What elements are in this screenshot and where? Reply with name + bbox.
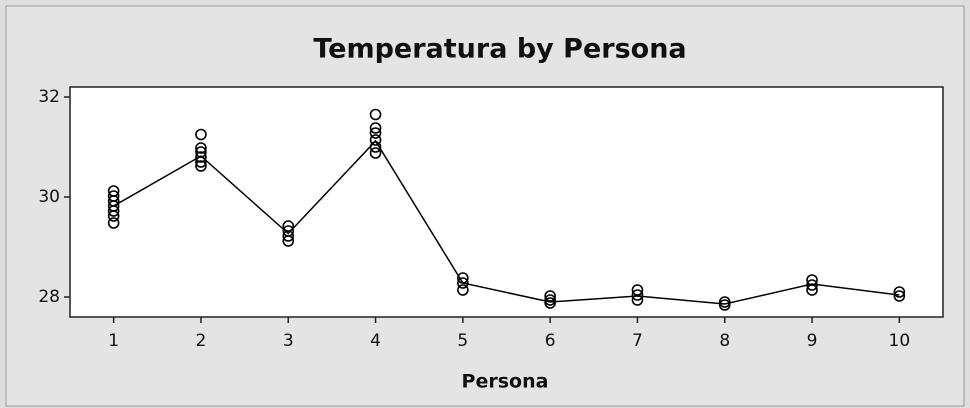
x-tick-label: 9 xyxy=(807,331,818,351)
x-tick-label: 8 xyxy=(719,331,730,351)
data-point xyxy=(806,284,818,296)
data-point xyxy=(195,142,207,154)
data-point xyxy=(718,296,731,308)
data-point xyxy=(369,141,382,153)
chart-title: Temperatura by Persona xyxy=(313,34,686,65)
x-tick-label: 7 xyxy=(632,331,643,351)
data-point xyxy=(107,217,120,229)
x-tick-label: 5 xyxy=(457,331,468,351)
data-point xyxy=(806,279,818,291)
y-tick-label: 32 xyxy=(38,87,60,107)
data-point xyxy=(195,160,207,172)
data-point xyxy=(369,127,382,139)
data-point xyxy=(457,272,469,284)
data-point xyxy=(544,294,556,306)
data-point xyxy=(544,297,556,309)
data-point xyxy=(457,277,469,289)
x-tick-label: 3 xyxy=(283,331,294,351)
y-tick-label: 28 xyxy=(38,287,60,307)
data-point xyxy=(893,286,906,298)
mean-line xyxy=(113,139,900,305)
data-point xyxy=(195,156,207,168)
data-point xyxy=(369,122,382,134)
data-point xyxy=(282,230,295,242)
x-axis-label: Persona xyxy=(462,371,549,393)
data-point xyxy=(893,290,906,302)
x-tick-label: 2 xyxy=(196,331,207,351)
plot-area xyxy=(69,86,944,318)
data-point xyxy=(369,147,382,159)
data-point xyxy=(718,299,731,311)
data-point xyxy=(457,284,469,296)
data-point xyxy=(107,205,120,217)
x-tick-label: 6 xyxy=(545,331,556,351)
data-point xyxy=(369,134,382,146)
x-tick-label: 4 xyxy=(370,331,381,351)
y-tick-label: 30 xyxy=(38,187,60,207)
data-point xyxy=(631,289,644,301)
data-point xyxy=(195,151,207,163)
data-point xyxy=(544,290,556,302)
data-point xyxy=(107,210,120,222)
data-point xyxy=(282,235,295,247)
data-point xyxy=(369,108,382,121)
x-tick-label: 10 xyxy=(889,331,911,351)
x-tick-label: 1 xyxy=(108,331,119,351)
data-point xyxy=(631,294,644,306)
data-point xyxy=(195,128,207,141)
